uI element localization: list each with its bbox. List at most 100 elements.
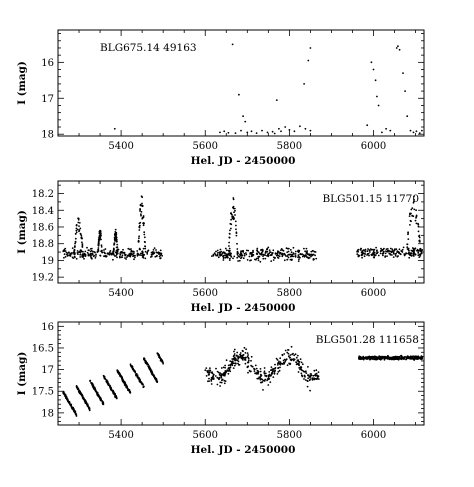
data-point — [264, 374, 266, 377]
data-point — [391, 357, 394, 359]
data-point — [368, 249, 371, 251]
data-point — [277, 367, 279, 370]
data-point — [224, 370, 227, 372]
data-point — [159, 257, 162, 260]
y-tick-label: 18 — [41, 130, 54, 141]
data-point — [103, 251, 105, 254]
data-point — [68, 254, 71, 256]
data-point — [100, 232, 102, 235]
data-point — [414, 253, 416, 255]
data-point — [290, 253, 292, 256]
data-point — [260, 374, 263, 377]
data-point — [261, 129, 263, 132]
x-tick-label: 5600 — [193, 141, 218, 152]
data-point — [232, 362, 235, 365]
data-point — [285, 255, 287, 257]
data-point — [79, 251, 82, 254]
data-point — [209, 367, 211, 370]
data-point — [310, 255, 312, 258]
data-point — [413, 200, 415, 203]
data-point — [162, 362, 165, 365]
data-point — [141, 202, 143, 205]
data-point — [113, 392, 115, 395]
data-point — [287, 352, 290, 355]
data-point — [219, 248, 222, 251]
data-point — [253, 368, 256, 371]
data-point — [95, 255, 97, 257]
data-point — [417, 230, 420, 233]
data-point — [77, 253, 79, 256]
data-point — [283, 253, 286, 256]
data-point — [220, 374, 223, 377]
data-point — [278, 127, 280, 130]
data-point — [114, 231, 117, 234]
data-point — [271, 368, 274, 370]
data-point — [368, 251, 371, 253]
data-point — [286, 255, 289, 257]
data-point — [292, 252, 295, 255]
data-point — [385, 250, 387, 253]
data-point — [206, 371, 209, 373]
data-point — [136, 254, 139, 257]
data-point — [409, 224, 411, 226]
data-point — [367, 248, 369, 250]
data-point — [288, 356, 291, 359]
data-point — [209, 369, 212, 372]
data-point — [420, 252, 423, 255]
data-point — [246, 355, 249, 358]
data-point — [315, 369, 318, 372]
data-point — [215, 254, 218, 257]
data-point — [98, 235, 101, 238]
data-point — [115, 240, 118, 243]
data-point — [306, 379, 309, 382]
data-point — [415, 209, 417, 212]
data-point — [421, 129, 423, 132]
data-point — [407, 232, 409, 234]
data-point — [294, 253, 297, 255]
data-point — [249, 259, 251, 262]
x-tick-label: 6000 — [361, 430, 386, 441]
data-point — [307, 377, 309, 380]
data-point — [77, 218, 80, 221]
data-point — [74, 233, 77, 235]
data-point — [219, 254, 222, 257]
data-point — [367, 252, 370, 255]
data-point — [256, 249, 258, 252]
data-point — [307, 374, 309, 376]
data-point — [291, 358, 294, 361]
x-tick-label: 6000 — [361, 141, 386, 152]
data-point — [222, 251, 225, 254]
plot-frame — [57, 29, 425, 137]
data-point — [98, 230, 101, 233]
data-point — [217, 256, 220, 259]
data-point — [97, 247, 100, 249]
data-point — [246, 259, 249, 261]
data-point — [62, 390, 65, 393]
data-point — [234, 362, 237, 365]
data-point — [295, 356, 298, 359]
data-point — [255, 132, 258, 135]
data-point — [79, 253, 82, 256]
data-point — [421, 357, 423, 359]
data-point — [397, 255, 399, 257]
data-point — [242, 115, 245, 118]
data-point — [408, 256, 411, 259]
data-point — [110, 389, 113, 392]
data-point — [276, 373, 279, 375]
data-point — [139, 252, 142, 255]
data-point — [159, 249, 162, 252]
data-point — [224, 247, 227, 250]
x-tick-label: 5400 — [108, 141, 133, 152]
data-point — [205, 375, 208, 377]
data-point — [250, 130, 253, 133]
data-point — [282, 249, 285, 252]
data-point — [405, 252, 407, 255]
data-point — [229, 360, 232, 362]
data-point — [268, 252, 270, 255]
data-point — [143, 236, 146, 239]
data-point — [292, 246, 295, 249]
data-point — [366, 124, 369, 127]
data-point — [250, 254, 253, 256]
data-point — [153, 374, 155, 377]
data-point — [86, 246, 88, 249]
